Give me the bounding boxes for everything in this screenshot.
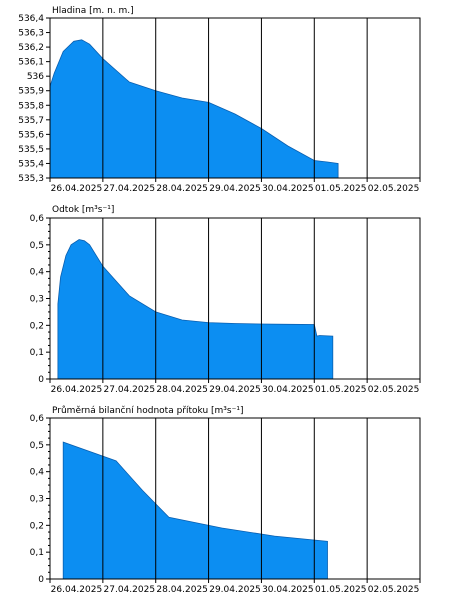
y-tick-label: 535,5 <box>18 145 44 155</box>
x-tick-label: 27.04.2025 <box>104 184 156 194</box>
x-tick-label: 01.05.2025 <box>315 184 367 194</box>
y-tick-label: 535,4 <box>18 159 44 169</box>
x-tick-label: 30.04.2025 <box>262 184 314 194</box>
y-tick-label: 0,1 <box>30 348 44 358</box>
series-area <box>49 39 339 179</box>
series-area <box>57 239 334 380</box>
chart-title: Průměrná bilanční hodnota přítoku [m³s⁻¹… <box>52 405 243 416</box>
y-tick-label: 0,1 <box>30 548 44 558</box>
x-tick-label: 28.04.2025 <box>156 385 208 395</box>
x-tick-label: 26.04.2025 <box>51 585 103 595</box>
y-tick-label: 536,4 <box>18 14 44 24</box>
y-tick-label: 536 <box>27 72 44 82</box>
chart-panel-1: Hladina [m. n. m.] 535,3 535,4 535,5 535,6 53… <box>18 6 421 194</box>
x-tick-label: 26.04.2025 <box>51 385 103 395</box>
y-tick-label: 0,4 <box>30 268 45 278</box>
x-tick-label: 02.05.2025 <box>368 184 420 194</box>
x-tick-label: 29.04.2025 <box>209 184 261 194</box>
x-tick-label: 29.04.2025 <box>209 385 261 395</box>
x-tick-label: 02.05.2025 <box>368 585 420 595</box>
x-tick-label: 27.04.2025 <box>104 385 156 395</box>
y-tick-label: 0,2 <box>30 321 44 331</box>
y-tick-label: 0,3 <box>30 295 44 305</box>
y-tick-label: 536,2 <box>18 43 44 53</box>
y-tick-label: 0,5 <box>30 441 44 451</box>
x-tick-label: 30.04.2025 <box>262 585 314 595</box>
plot-frame <box>49 17 421 179</box>
x-tick-label: 29.04.2025 <box>209 585 261 595</box>
y-tick-label: 536,3 <box>18 29 44 39</box>
chart-panel-3: Průměrná bilanční hodnota přítoku [m³s⁻¹… <box>30 405 421 595</box>
y-tick-label: 0,6 <box>30 414 45 424</box>
y-tick-label: 0,5 <box>30 241 44 251</box>
y-tick-label: 535,6 <box>18 130 44 140</box>
y-tick-label: 0,3 <box>30 495 44 505</box>
y-tick-label: 535,3 <box>18 174 44 184</box>
y-tick-label: 0,6 <box>30 214 45 224</box>
x-tick-label: 26.04.2025 <box>51 184 103 194</box>
x-tick-label: 01.05.2025 <box>315 585 367 595</box>
chart-panel-2: Odtok [m³s⁻¹] 0 0,1 0,2 0,3 0,4 0,5 0,6 26.04.20… <box>30 205 421 395</box>
x-tick-label: 27.04.2025 <box>104 585 156 595</box>
chart-title: Odtok [m³s⁻¹] <box>52 205 114 215</box>
y-tick-label: 0 <box>38 375 44 385</box>
y-tick-label: 536,1 <box>18 58 44 68</box>
y-tick-label: 535,9 <box>18 87 44 97</box>
y-tick-label: 0,4 <box>30 468 45 478</box>
y-tick-label: 0 <box>38 575 44 585</box>
y-tick-label: 535,8 <box>18 101 44 111</box>
x-tick-label: 02.05.2025 <box>368 385 420 395</box>
y-tick-label: 535,7 <box>18 116 44 126</box>
x-tick-label: 28.04.2025 <box>156 585 208 595</box>
x-tick-label: 01.05.2025 <box>315 385 367 395</box>
chart-title: Hladina [m. n. m.] <box>52 6 134 16</box>
y-tick-label: 0,2 <box>30 521 44 531</box>
x-tick-label: 30.04.2025 <box>262 385 314 395</box>
x-tick-label: 28.04.2025 <box>156 184 208 194</box>
